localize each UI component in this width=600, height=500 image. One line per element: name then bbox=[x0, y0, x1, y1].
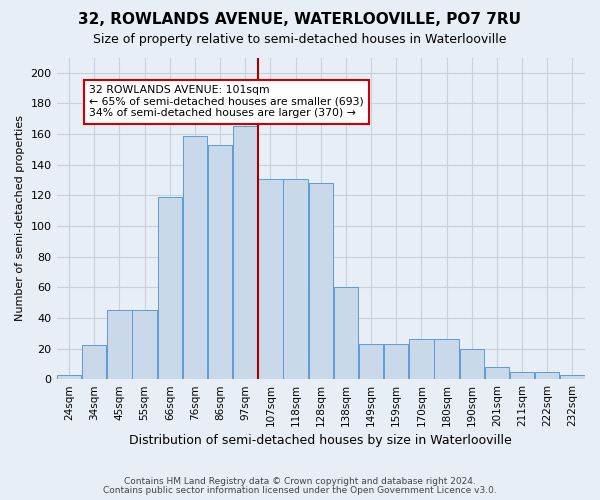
Bar bbox=[283, 178, 308, 379]
Bar bbox=[384, 344, 409, 379]
Bar bbox=[409, 340, 434, 379]
Bar bbox=[485, 367, 509, 379]
Bar bbox=[183, 136, 207, 379]
Bar bbox=[158, 197, 182, 379]
Bar bbox=[258, 178, 283, 379]
Text: Size of property relative to semi-detached houses in Waterlooville: Size of property relative to semi-detach… bbox=[93, 32, 507, 46]
Text: Contains public sector information licensed under the Open Government Licence v3: Contains public sector information licen… bbox=[103, 486, 497, 495]
Bar bbox=[460, 348, 484, 379]
Bar bbox=[82, 346, 106, 379]
Text: Contains HM Land Registry data © Crown copyright and database right 2024.: Contains HM Land Registry data © Crown c… bbox=[124, 477, 476, 486]
X-axis label: Distribution of semi-detached houses by size in Waterlooville: Distribution of semi-detached houses by … bbox=[130, 434, 512, 448]
Text: 32, ROWLANDS AVENUE, WATERLOOVILLE, PO7 7RU: 32, ROWLANDS AVENUE, WATERLOOVILLE, PO7 … bbox=[79, 12, 521, 28]
Y-axis label: Number of semi-detached properties: Number of semi-detached properties bbox=[15, 116, 25, 322]
Bar bbox=[434, 340, 459, 379]
Bar bbox=[133, 310, 157, 379]
Bar bbox=[560, 374, 584, 379]
Bar bbox=[535, 372, 559, 379]
Bar bbox=[308, 183, 333, 379]
Bar bbox=[510, 372, 534, 379]
Bar bbox=[233, 126, 257, 379]
Bar bbox=[107, 310, 131, 379]
Bar bbox=[208, 145, 232, 379]
Bar bbox=[359, 344, 383, 379]
Text: 32 ROWLANDS AVENUE: 101sqm
← 65% of semi-detached houses are smaller (693)
34% o: 32 ROWLANDS AVENUE: 101sqm ← 65% of semi… bbox=[89, 85, 364, 118]
Bar bbox=[334, 288, 358, 379]
Bar bbox=[57, 374, 82, 379]
